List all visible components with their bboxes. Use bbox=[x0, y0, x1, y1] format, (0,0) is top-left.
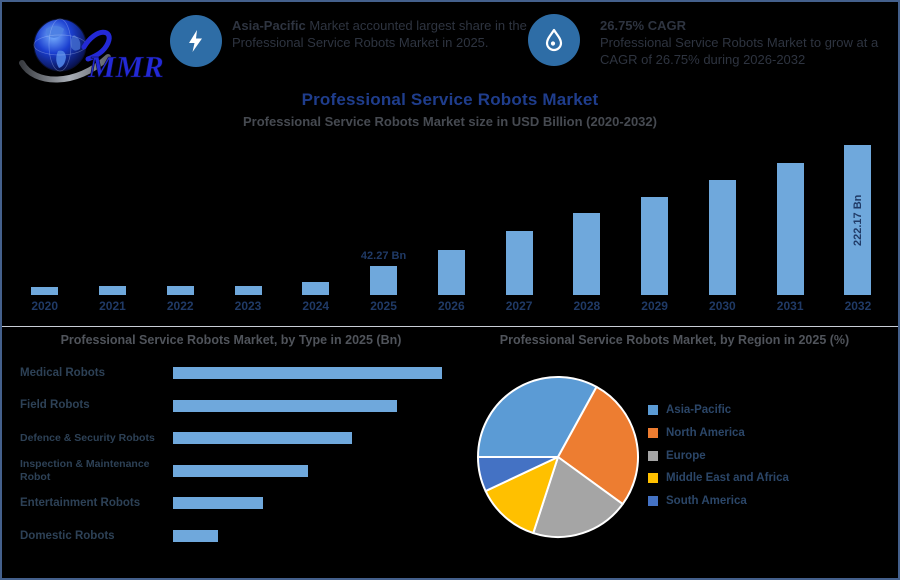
bar-2028 bbox=[573, 213, 601, 295]
type-label-1: Field Robots bbox=[20, 399, 90, 412]
lightning-icon bbox=[170, 15, 222, 67]
droplet-icon bbox=[528, 14, 580, 66]
axis-label-2024: 2024 bbox=[302, 299, 330, 313]
pie-slice-Middle East and Africa bbox=[484, 456, 559, 535]
type-chart-title: Professional Service Robots Market, by T… bbox=[60, 333, 402, 347]
axis-label-2028: 2028 bbox=[573, 299, 601, 313]
globe-icon: MMR bbox=[19, 18, 164, 84]
pie-slice-Europe bbox=[532, 456, 624, 538]
legend-label-Europe: Europe bbox=[666, 449, 706, 462]
legend-swatch-North America bbox=[648, 427, 658, 438]
type-bar-1 bbox=[173, 399, 398, 412]
page-title: Professional Service Robots Market bbox=[301, 90, 599, 109]
legend-swatch-South America bbox=[648, 496, 658, 507]
callout-asia-pacific-text: Market accounted largest share in the Pr… bbox=[232, 18, 527, 50]
bar-2021 bbox=[98, 286, 126, 295]
type-bar-4 bbox=[173, 497, 263, 510]
axis-label-2027: 2027 bbox=[505, 299, 533, 313]
legend-swatch-Asia-Pacific bbox=[648, 405, 658, 415]
type-label-0: Medical Robots bbox=[20, 366, 105, 379]
axis-label-2020: 2020 bbox=[31, 299, 59, 313]
legend-swatch-Europe bbox=[648, 450, 658, 461]
pie-slice-South America bbox=[477, 456, 559, 493]
axis-label-2023: 2023 bbox=[234, 299, 262, 313]
bar-2023 bbox=[234, 286, 262, 295]
axis-label-2032: 2032 bbox=[844, 299, 872, 313]
bar-value-2025: 42.27 Bn bbox=[360, 250, 407, 263]
logo-text: MMR bbox=[87, 49, 164, 84]
bar-2032 bbox=[844, 145, 872, 295]
bar-2024 bbox=[302, 282, 330, 295]
bar-value-2032: 222.17 Bn bbox=[851, 194, 864, 246]
region-pie-chart bbox=[477, 376, 639, 538]
callout-cagr: 26.75% CAGR Professional Service Robots M… bbox=[600, 17, 896, 68]
type-label-2: Defence & Security Robots bbox=[20, 431, 155, 444]
page-subtitle: Professional Service Robots Market size … bbox=[243, 114, 657, 129]
type-bar-2 bbox=[173, 432, 353, 445]
axis-label-2026: 2026 bbox=[437, 299, 465, 313]
region-chart-title: Professional Service Robots Market, by R… bbox=[499, 333, 850, 347]
legend-swatch-Middle East and Africa bbox=[648, 473, 658, 484]
section-divider bbox=[2, 326, 898, 327]
bar-2027 bbox=[505, 230, 533, 295]
legend-label-Middle East and Africa: Middle East and Africa bbox=[666, 472, 789, 485]
legend-label-North America: North America bbox=[666, 426, 745, 439]
bar-2022 bbox=[166, 286, 194, 295]
legend-label-Asia-Pacific: Asia-Pacific bbox=[666, 404, 732, 416]
type-label-3: Inspection & Maintenance Robot bbox=[20, 458, 150, 483]
legend-label-South America: South America bbox=[666, 495, 747, 508]
legend-item-Europe: Europe bbox=[648, 450, 706, 462]
type-bar-3 bbox=[173, 464, 308, 477]
axis-label-2025: 2025 bbox=[370, 299, 397, 313]
type-label-4: Entertainment Robots bbox=[20, 497, 141, 510]
axis-label-2021: 2021 bbox=[99, 299, 126, 313]
type-bar-0 bbox=[173, 367, 442, 379]
callout-cagr-bold: 26.75% CAGR bbox=[600, 18, 686, 33]
legend-item-North America: North America bbox=[648, 427, 745, 439]
bar-2029 bbox=[641, 197, 669, 295]
bar-2020 bbox=[31, 286, 59, 295]
legend-item-Asia-Pacific: Asia-Pacific bbox=[648, 404, 731, 416]
axis-label-2022: 2022 bbox=[166, 299, 194, 313]
callout-cagr-text: Professional Service Robots Market to gr… bbox=[600, 35, 879, 67]
type-label-5: Domestic Robots bbox=[20, 529, 115, 542]
pie-slice-North America bbox=[557, 385, 639, 506]
axis-label-2030: 2030 bbox=[709, 299, 736, 313]
callout-asia-pacific-bold: Asia-Pacific bbox=[232, 18, 306, 33]
type-bar-5 bbox=[173, 530, 218, 542]
bar-2030 bbox=[708, 180, 736, 295]
pie-slice-Asia-Pacific bbox=[477, 376, 598, 458]
bar-2026 bbox=[437, 249, 465, 295]
axis-label-2029: 2029 bbox=[641, 299, 668, 313]
legend-item-South America: South America bbox=[648, 495, 747, 507]
axis-label-2031: 2031 bbox=[776, 299, 804, 313]
mmr-logo: MMR bbox=[18, 7, 178, 87]
legend-item-Middle East and Africa: Middle East and Africa bbox=[648, 472, 789, 484]
bar-2025 bbox=[370, 266, 398, 295]
bar-2031 bbox=[776, 163, 804, 295]
callout-asia-pacific: Asia-Pacific Market accounted largest sh… bbox=[232, 17, 534, 51]
